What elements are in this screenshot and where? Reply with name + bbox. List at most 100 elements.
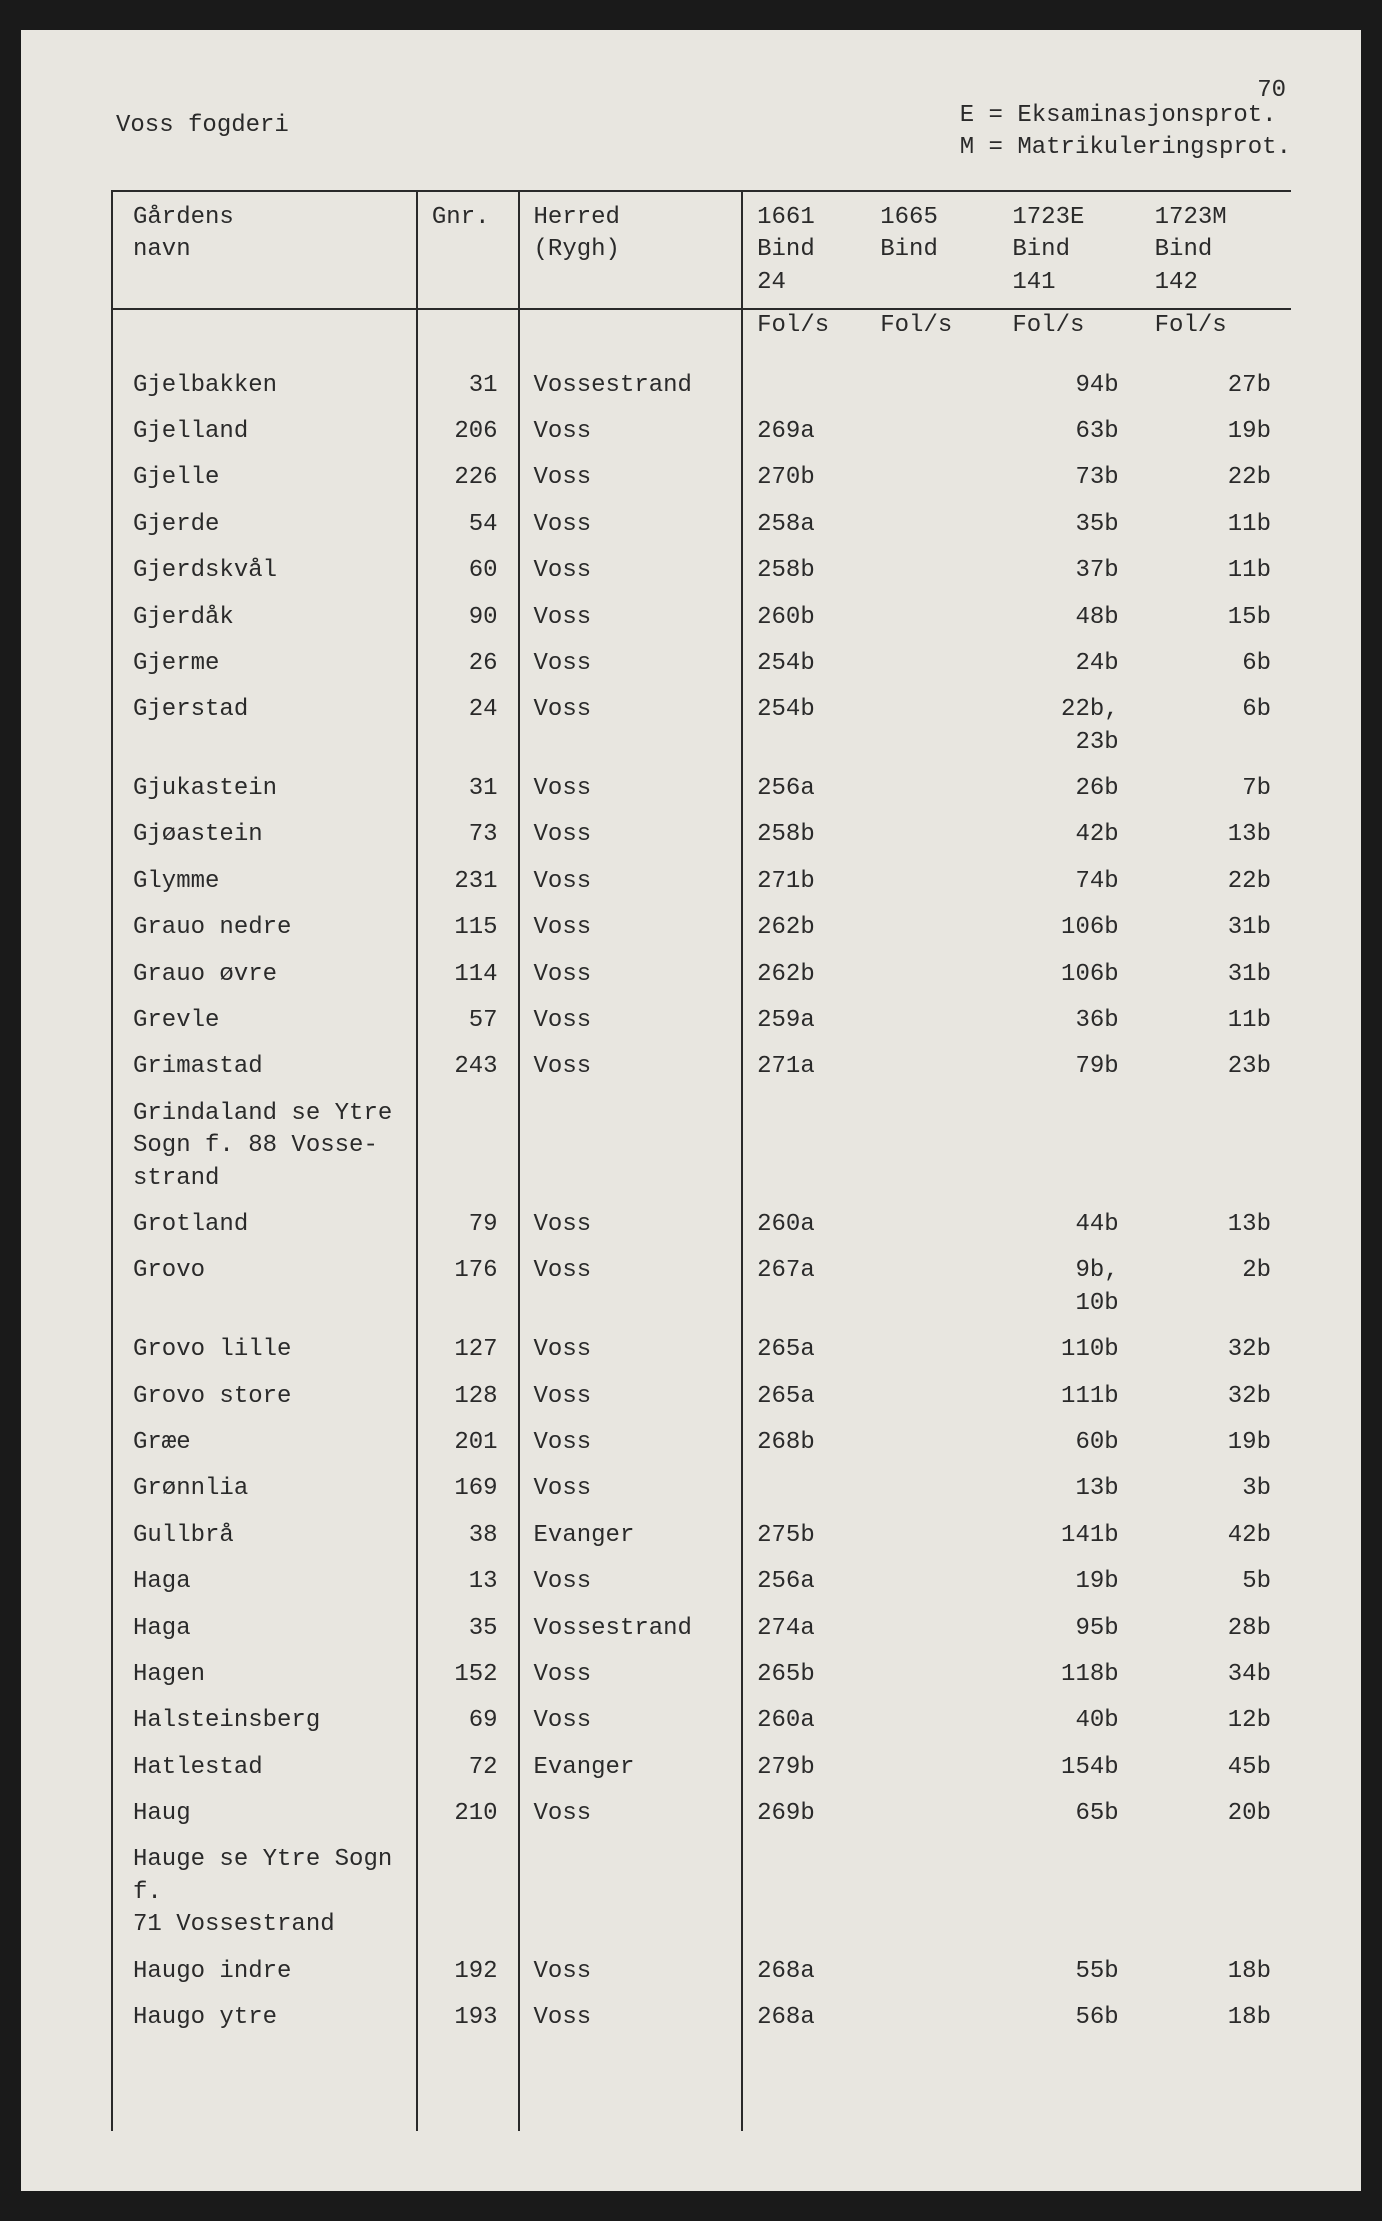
table-row: Grauo nedre115Voss262b106b31b bbox=[112, 905, 1291, 951]
cell-1723e: 110b bbox=[1006, 1327, 1148, 1373]
cell-1661: 271b bbox=[742, 859, 874, 905]
col-1723e-hdr: 1723E Bind 141 bbox=[1006, 192, 1148, 307]
cell-1723e: 48b bbox=[1006, 595, 1148, 641]
cell-1723e: 65b bbox=[1006, 1791, 1148, 1837]
cell-name: Haug bbox=[112, 1791, 417, 1837]
table-row: Gjerdskvål60Voss258b37b11b bbox=[112, 548, 1291, 594]
cell-name: Grønnlia bbox=[112, 1466, 417, 1512]
sub-hdr-1665: Fol/s bbox=[874, 309, 1006, 362]
cell-name: Gjelland bbox=[112, 409, 417, 455]
cell-gnr: 73 bbox=[417, 812, 519, 858]
cell-herred: Voss bbox=[519, 1248, 743, 1327]
cell-1723m: 15b bbox=[1149, 595, 1291, 641]
cell-herred: Voss bbox=[519, 641, 743, 687]
cell-1723m: 22b bbox=[1149, 859, 1291, 905]
table-row: Hagen152Voss265b118b34b bbox=[112, 1652, 1291, 1698]
legend-line-2: M = Matrikuleringsprot. bbox=[960, 132, 1291, 164]
cell-herred: Voss bbox=[519, 502, 743, 548]
cell-1661: 268b bbox=[742, 1420, 874, 1466]
cell-1665 bbox=[874, 859, 1006, 905]
cell-name: Grindaland se Ytre Sogn f. 88 Vosse- str… bbox=[112, 1091, 417, 1202]
cell-name: Gjerme bbox=[112, 641, 417, 687]
cell-gnr: 72 bbox=[417, 1745, 519, 1791]
cell-gnr bbox=[417, 1837, 519, 1948]
sub-hdr bbox=[417, 309, 519, 362]
data-table: Gårdens navn Gnr. Herred (Rygh) 1661 Bin… bbox=[111, 192, 1291, 2131]
cell-1665 bbox=[874, 455, 1006, 501]
table-row: Hauge se Ytre Sogn f. 71 Vossestrand bbox=[112, 1837, 1291, 1948]
cell-1723m bbox=[1149, 1837, 1291, 1948]
table-row: Grovo176Voss267a9b, 10b2b bbox=[112, 1248, 1291, 1327]
cell-1665 bbox=[874, 998, 1006, 1044]
cell-1665 bbox=[874, 1374, 1006, 1420]
cell-1723m: 7b bbox=[1149, 766, 1291, 812]
table-header: Gårdens navn Gnr. Herred (Rygh) 1661 Bin… bbox=[112, 192, 1291, 363]
legend-line-1: E = Eksaminasjonsprot. bbox=[960, 100, 1291, 132]
cell-name: Hauge se Ytre Sogn f. 71 Vossestrand bbox=[112, 1837, 417, 1948]
cell-gnr: 69 bbox=[417, 1698, 519, 1744]
cell-herred: Voss bbox=[519, 1374, 743, 1420]
hdr-text: Bind bbox=[1155, 236, 1213, 263]
table-row: Grindaland se Ytre Sogn f. 88 Vosse- str… bbox=[112, 1091, 1291, 1202]
cell-1723m: 18b bbox=[1149, 1949, 1291, 1995]
table-row: Grevle57Voss259a36b11b bbox=[112, 998, 1291, 1044]
cell-gnr: 243 bbox=[417, 1044, 519, 1090]
cell-1723e: 74b bbox=[1006, 859, 1148, 905]
header-title: Voss fogderi bbox=[116, 110, 289, 142]
table-row: Grauo øvre114Voss262b106b31b bbox=[112, 952, 1291, 998]
col-gnr-hdr: Gnr. bbox=[417, 192, 519, 307]
cell-name: Grovo bbox=[112, 1248, 417, 1327]
cell-1665 bbox=[874, 1420, 1006, 1466]
sub-hdr bbox=[519, 309, 743, 362]
cell-1665 bbox=[874, 1791, 1006, 1837]
cell-name: Grovo store bbox=[112, 1374, 417, 1420]
cell-1665 bbox=[874, 1837, 1006, 1948]
cell-1723m: 13b bbox=[1149, 1202, 1291, 1248]
cell-1723m: 3b bbox=[1149, 1466, 1291, 1512]
cell-1665 bbox=[874, 1745, 1006, 1791]
sub-hdr bbox=[112, 309, 417, 362]
cell-1661: 256a bbox=[742, 1559, 874, 1605]
cell-1723e: 42b bbox=[1006, 812, 1148, 858]
table-row: Glymme231Voss271b74b22b bbox=[112, 859, 1291, 905]
cell-name: Grevle bbox=[112, 998, 417, 1044]
cell-1723e: 40b bbox=[1006, 1698, 1148, 1744]
hdr-text: navn bbox=[133, 236, 191, 263]
cell-gnr: 115 bbox=[417, 905, 519, 951]
cell-name: Haugo indre bbox=[112, 1949, 417, 1995]
table-row: Græe201Voss268b60b19b bbox=[112, 1420, 1291, 1466]
cell-herred: Voss bbox=[519, 455, 743, 501]
col-name-hdr: Gårdens navn bbox=[112, 192, 417, 307]
cell-1723m bbox=[1149, 1091, 1291, 1202]
cell-1723e: 106b bbox=[1006, 905, 1148, 951]
hdr-text: Bind bbox=[1012, 236, 1070, 263]
cell-1723m: 6b bbox=[1149, 641, 1291, 687]
cell-name: Gjukastein bbox=[112, 766, 417, 812]
cell-1723e: 37b bbox=[1006, 548, 1148, 594]
cell-1661: 271a bbox=[742, 1044, 874, 1090]
cell-name: Grimastad bbox=[112, 1044, 417, 1090]
cell-1723e: 24b bbox=[1006, 641, 1148, 687]
cell-herred: Vossestrand bbox=[519, 363, 743, 409]
cell-name: Haugo ytre bbox=[112, 1995, 417, 2041]
cell-1661 bbox=[742, 363, 874, 409]
cell-1665 bbox=[874, 595, 1006, 641]
cell-herred bbox=[519, 1091, 743, 1202]
cell-1665 bbox=[874, 1248, 1006, 1327]
hdr-text: Herred bbox=[534, 204, 620, 231]
table-row: Gjelbakken31Vossestrand94b27b bbox=[112, 363, 1291, 409]
cell-1661 bbox=[742, 1091, 874, 1202]
table-row: Gjøastein73Voss258b42b13b bbox=[112, 812, 1291, 858]
col-1661-hdr: 1661 Bind 24 bbox=[742, 192, 874, 307]
cell-name: Gjelbakken bbox=[112, 363, 417, 409]
cell-gnr: 201 bbox=[417, 1420, 519, 1466]
cell-gnr: 57 bbox=[417, 998, 519, 1044]
cell-1723m: 20b bbox=[1149, 1791, 1291, 1837]
document-page: 70 Voss fogderi E = Eksaminasjonsprot. M… bbox=[21, 30, 1361, 2191]
cell-1661: 268a bbox=[742, 1995, 874, 2041]
cell-gnr: 128 bbox=[417, 1374, 519, 1420]
cell-1665 bbox=[874, 1606, 1006, 1652]
table-row: Gjerstad24Voss254b22b, 23b6b bbox=[112, 687, 1291, 766]
cell-herred: Voss bbox=[519, 812, 743, 858]
cell-name: Grauo nedre bbox=[112, 905, 417, 951]
